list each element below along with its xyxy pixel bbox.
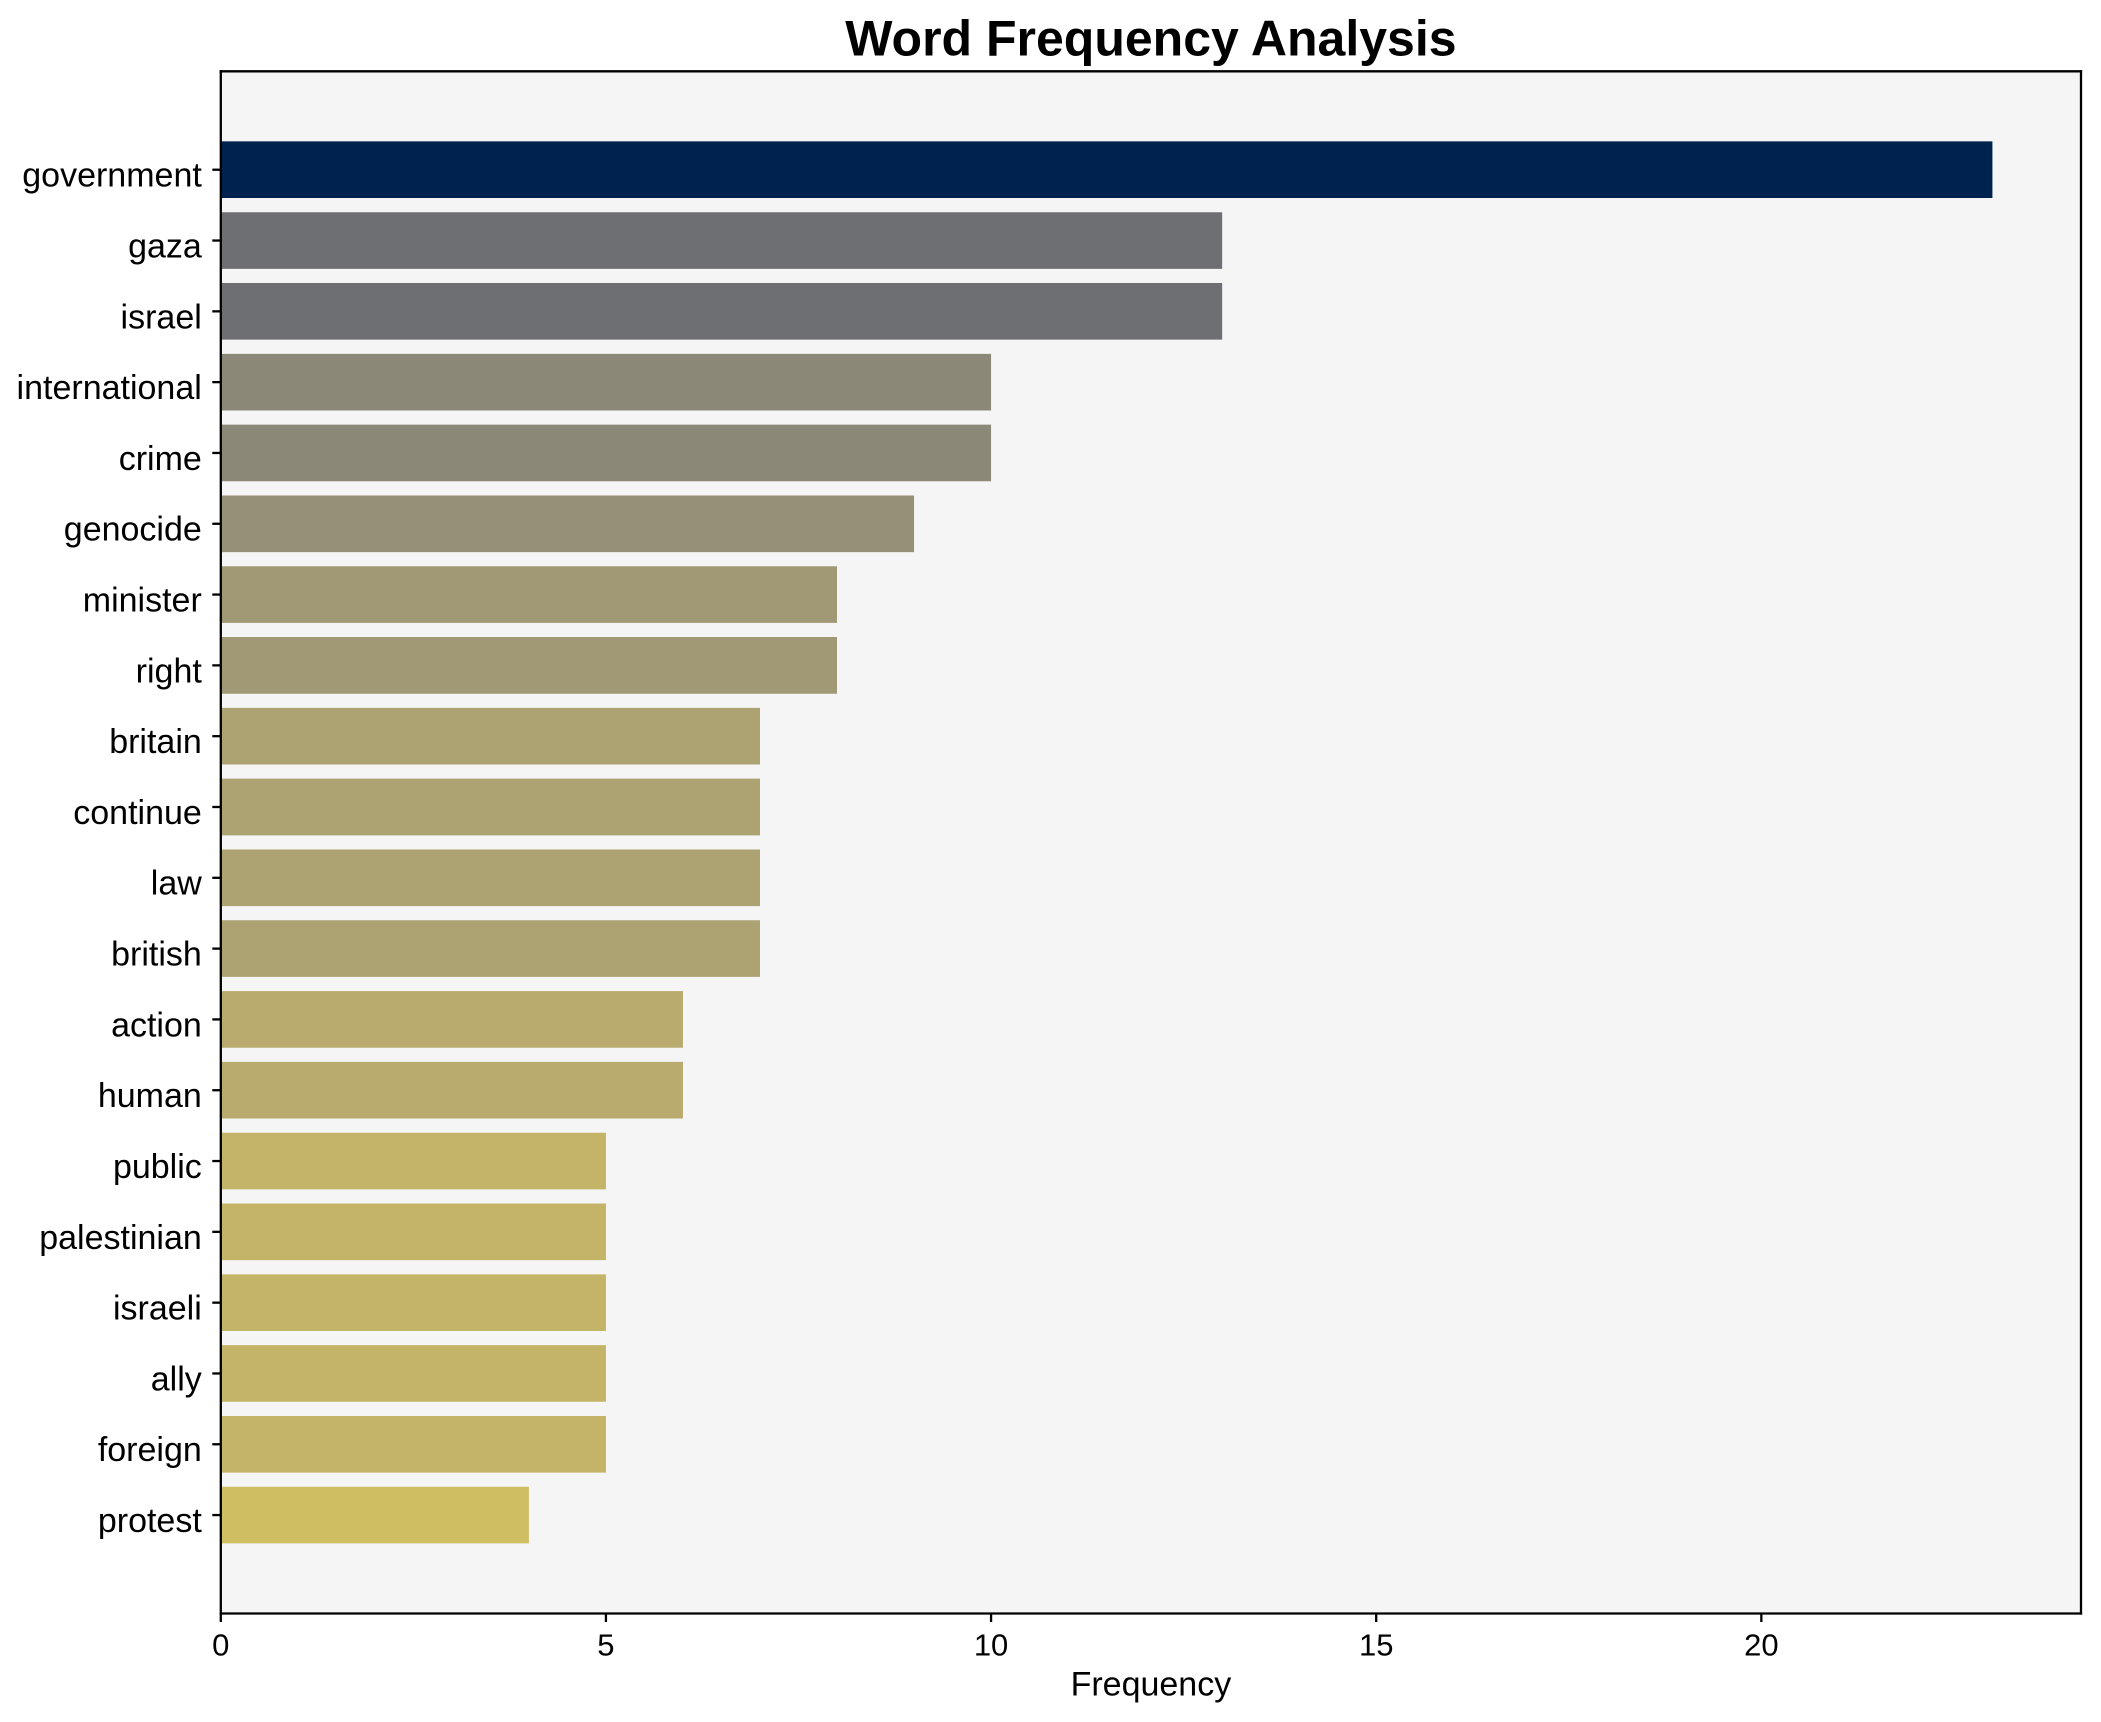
svg-text:ally: ally [151, 1360, 202, 1398]
svg-text:15: 15 [1359, 1627, 1393, 1662]
svg-text:Frequency: Frequency [1071, 1666, 1232, 1704]
svg-text:5: 5 [597, 1627, 614, 1662]
svg-text:palestinian: palestinian [39, 1219, 202, 1257]
svg-text:human: human [98, 1077, 202, 1115]
svg-text:law: law [151, 865, 202, 903]
svg-text:crime: crime [119, 440, 202, 478]
svg-text:british: british [111, 936, 202, 974]
svg-text:protest: protest [98, 1502, 202, 1540]
svg-text:Word Frequency Analysis: Word Frequency Analysis [845, 11, 1456, 67]
svg-text:action: action [111, 1006, 202, 1044]
svg-text:israel: israel [121, 298, 202, 336]
svg-text:0: 0 [212, 1627, 229, 1662]
svg-text:20: 20 [1744, 1627, 1778, 1662]
svg-text:israeli: israeli [113, 1290, 202, 1328]
svg-text:10: 10 [974, 1627, 1008, 1662]
svg-text:continue: continue [73, 794, 202, 832]
svg-text:britain: britain [109, 723, 202, 761]
svg-text:minister: minister [83, 581, 202, 619]
svg-text:public: public [113, 1148, 202, 1186]
svg-text:foreign: foreign [98, 1431, 202, 1469]
svg-text:international: international [17, 369, 202, 407]
svg-text:right: right [136, 652, 203, 690]
svg-text:government: government [22, 157, 202, 195]
svg-text:gaza: gaza [128, 227, 202, 265]
svg-text:genocide: genocide [64, 511, 202, 549]
